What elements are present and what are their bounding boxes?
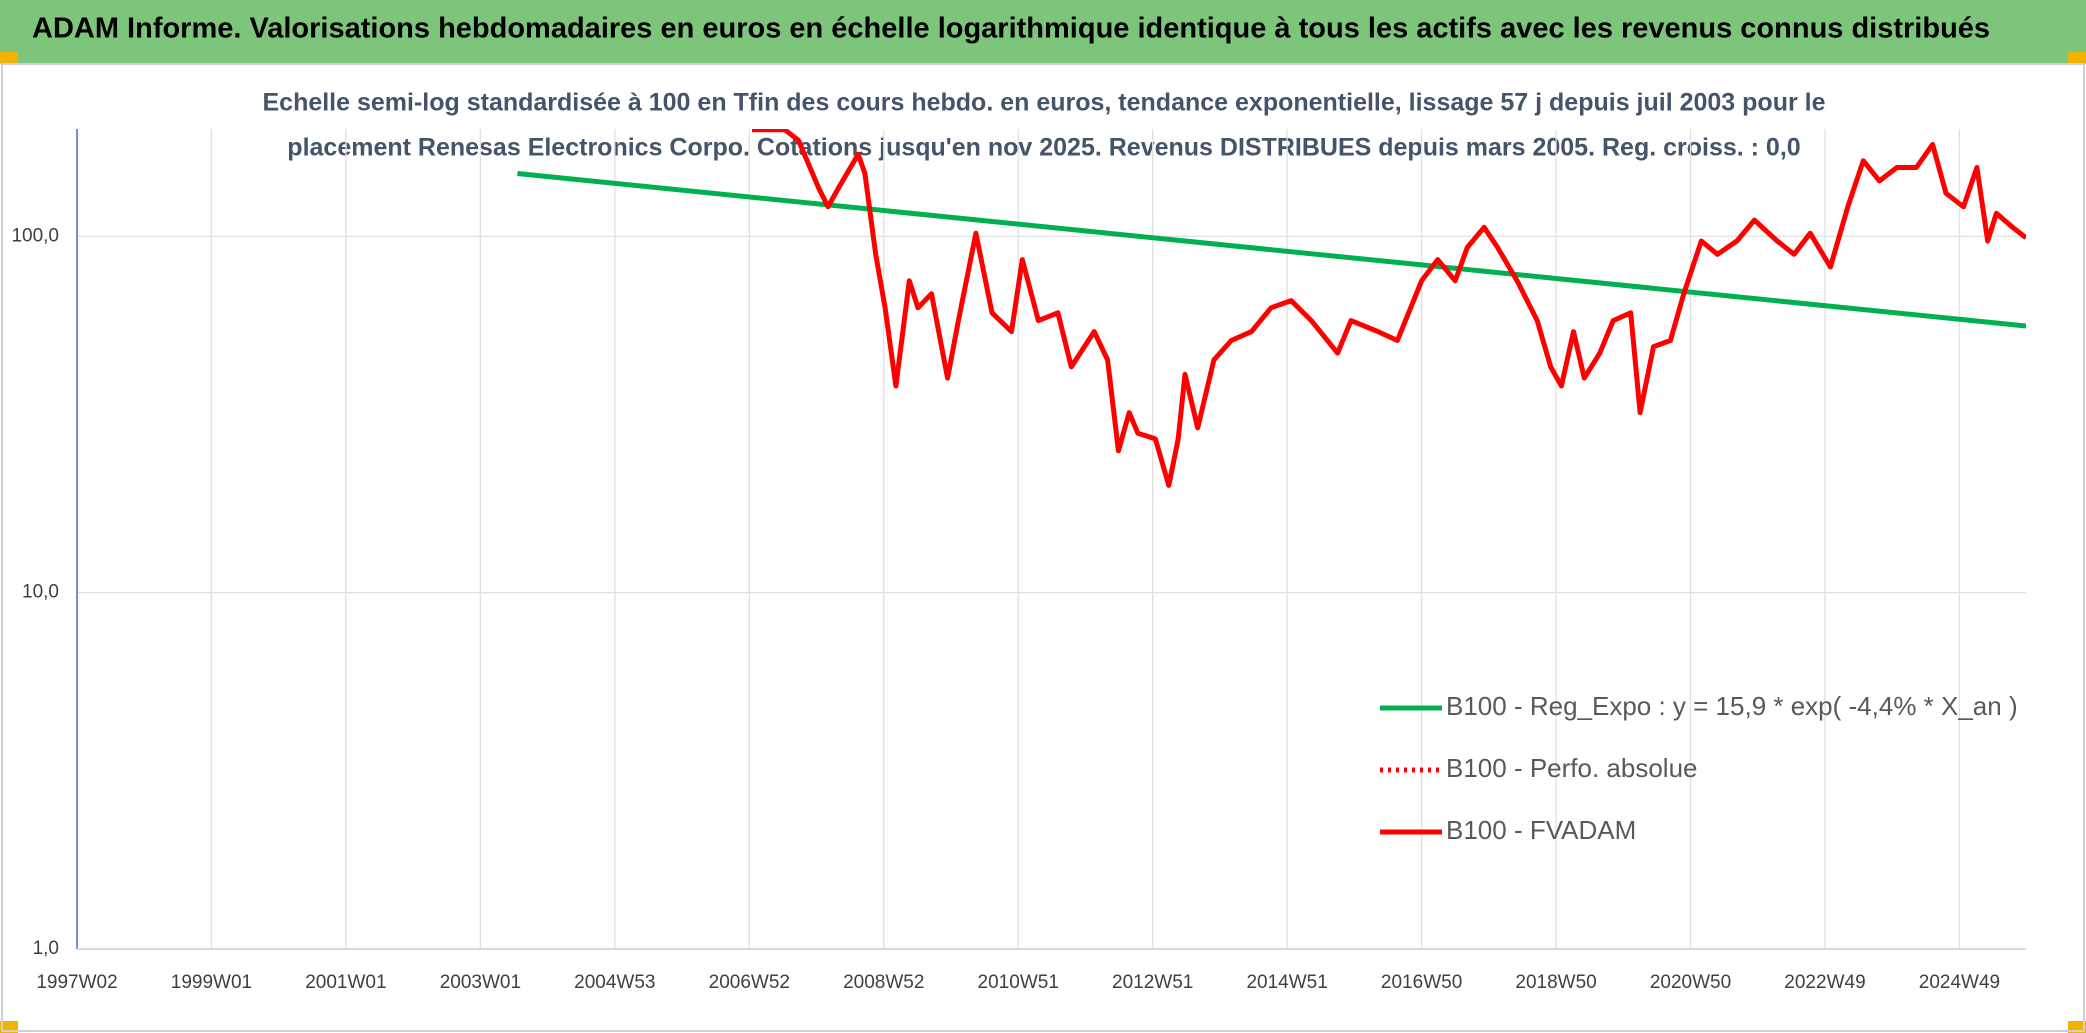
x-tick-label: 2020W50: [1650, 972, 1731, 993]
corner: [0, 52, 18, 64]
frame: [1, 63, 2085, 1032]
series-line: [517, 171, 2026, 329]
x-tick-label: 2008W52: [843, 972, 924, 993]
x-tick-label: 2001W01: [305, 972, 386, 993]
x-tick-label: 2012W51: [1112, 972, 1193, 993]
x-tick-label: 1999W01: [171, 972, 252, 993]
x-tick-label: 2010W51: [978, 972, 1059, 993]
title-bar: [0, 0, 2086, 64]
x-tick-label: 2024W49: [1919, 972, 2000, 993]
x-tick-label: 2016W50: [1381, 972, 1462, 993]
x-tick-label: 2003W01: [440, 972, 521, 993]
x-tick-label: 2022W49: [1784, 972, 1865, 993]
series-line: [752, 129, 2026, 488]
chart-title: ADAM Informe. Valorisations hebdomadaire…: [32, 13, 1990, 45]
x-tick-label: 2006W52: [709, 972, 790, 993]
y-tick-label: 1,0: [33, 938, 59, 959]
x-tick-label: 2004W53: [574, 972, 655, 993]
corner: [2068, 52, 2086, 64]
legend-label: B100 - Perfo. absolue: [1446, 753, 1698, 783]
subtitle: Echelle semi-log standardisée à 100 en T…: [262, 89, 1825, 117]
y-tick-label: 10,0: [22, 582, 59, 603]
legend-label: B100 - Reg_Expo : y = 15,9 * exp( -4,4% …: [1446, 691, 2018, 721]
x-tick-label: 2018W50: [1515, 972, 1596, 993]
y-tick-label: 100,0: [11, 225, 59, 246]
x-tick-label: 1997W02: [36, 972, 117, 993]
subtitle: placement Renesas Electronics Corpo. Cot…: [287, 134, 1800, 162]
legend-label: B100 - FVADAM: [1446, 815, 1636, 845]
x-tick-label: 2014W51: [1246, 972, 1327, 993]
